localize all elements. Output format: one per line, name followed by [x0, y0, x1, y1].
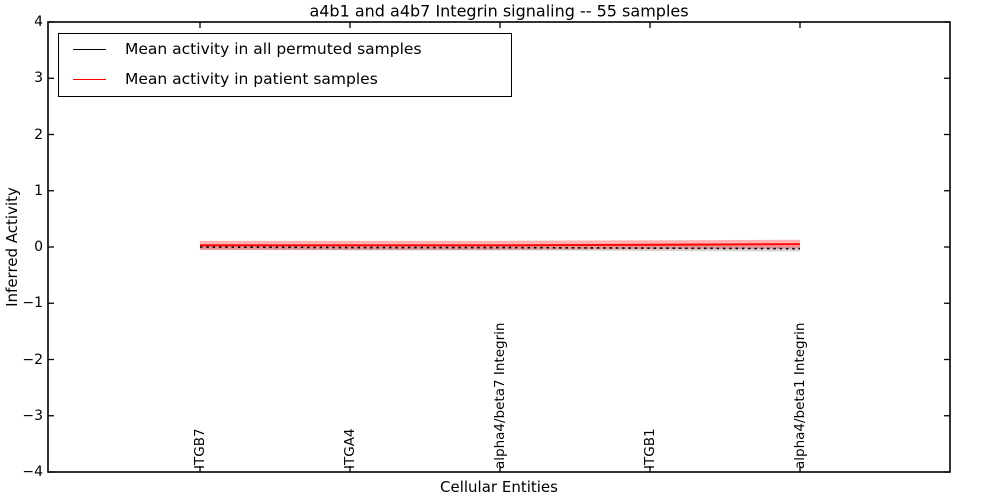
- legend-label-patient: Mean activity in patient samples: [125, 70, 378, 88]
- x-tick-label: ITGA4: [341, 428, 358, 469]
- legend-entry-permuted: Mean activity in all permuted samples: [59, 34, 511, 64]
- x-tick-label: ITGB7: [191, 428, 208, 469]
- mean-line-permuted: [199, 246, 801, 250]
- y-tick-label: 4: [34, 14, 43, 30]
- legend-line-patient-icon: [73, 78, 106, 80]
- chart-title: a4b1 and a4b7 Integrin signaling -- 55 s…: [309, 1, 689, 21]
- y-tick-label: 0: [34, 239, 43, 255]
- x-tick-label: alpha4/beta7 Integrin: [491, 322, 508, 469]
- y-tick-label: −2: [22, 351, 43, 368]
- axes-border: [47, 21, 951, 473]
- legend: Mean activity in all permuted samples Me…: [58, 33, 512, 97]
- y-tick-label: −3: [22, 407, 43, 424]
- y-tick-label: 3: [34, 70, 43, 87]
- y-tick-label: 1: [34, 182, 43, 199]
- legend-line-permuted-icon: [73, 48, 106, 50]
- legend-entry-patient: Mean activity in patient samples: [59, 64, 511, 94]
- y-tick-label: −1: [22, 295, 43, 312]
- y-tick-label: −4: [22, 464, 43, 480]
- x-tick-label: alpha4/beta1 Integrin: [791, 322, 808, 469]
- x-tick-label: ITGB1: [641, 428, 658, 469]
- legend-label-permuted: Mean activity in all permuted samples: [125, 40, 422, 58]
- y-tick-label: 2: [34, 126, 43, 143]
- x-axis-label: Cellular Entities: [440, 478, 558, 496]
- mean-line-patient: [200, 243, 801, 247]
